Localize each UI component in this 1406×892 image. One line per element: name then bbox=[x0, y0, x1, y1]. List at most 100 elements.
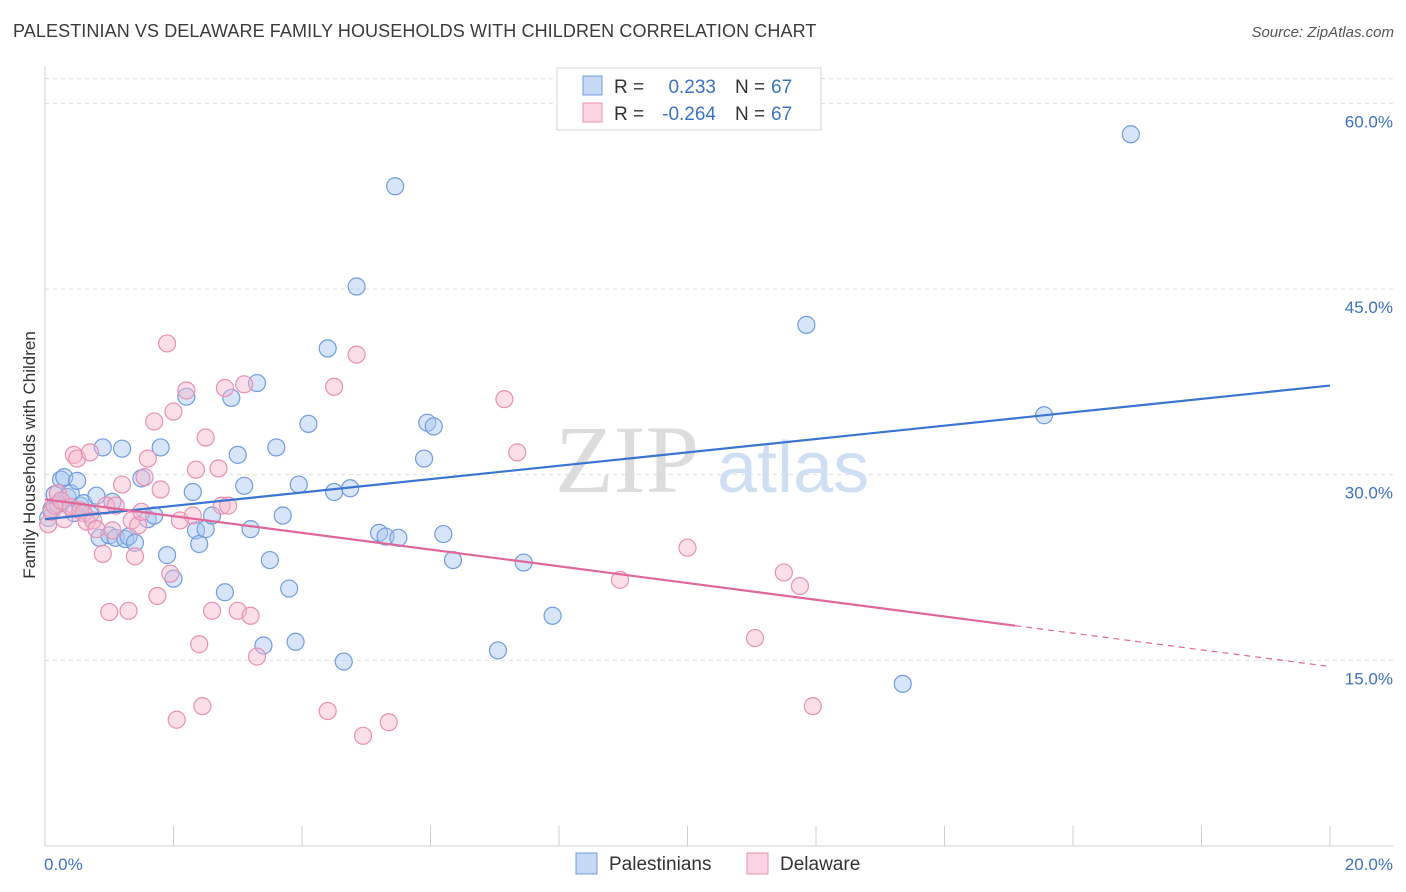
watermark-atlas: atlas bbox=[717, 428, 869, 508]
data-point bbox=[386, 177, 405, 196]
data-point bbox=[177, 387, 196, 406]
data-point bbox=[280, 579, 299, 598]
data-point bbox=[803, 697, 822, 716]
data-point bbox=[325, 482, 344, 502]
data-point bbox=[87, 520, 106, 539]
data-point bbox=[745, 628, 765, 648]
bottom-legend: Palestinians Delaware bbox=[575, 852, 860, 875]
y-tick-label: 30.0% bbox=[1345, 484, 1393, 503]
data-point bbox=[138, 449, 157, 468]
data-point bbox=[164, 569, 183, 588]
data-point bbox=[334, 652, 353, 671]
data-point bbox=[145, 412, 164, 431]
data-point bbox=[112, 439, 132, 458]
data-point bbox=[424, 417, 443, 436]
data-point bbox=[353, 726, 373, 745]
data-point bbox=[103, 521, 122, 540]
data-point bbox=[222, 388, 241, 408]
data-point bbox=[87, 486, 106, 505]
data-point bbox=[318, 339, 337, 358]
data-point bbox=[68, 471, 87, 490]
data-point bbox=[299, 414, 318, 434]
y-tick-label: 45.0% bbox=[1345, 298, 1393, 317]
data-point bbox=[241, 606, 260, 625]
data-point bbox=[209, 459, 228, 478]
data-point bbox=[164, 402, 183, 421]
data-point bbox=[177, 381, 196, 400]
data-point bbox=[247, 373, 267, 393]
data-point bbox=[135, 468, 154, 487]
series-palestinians-points bbox=[39, 125, 1140, 693]
data-point bbox=[51, 470, 71, 489]
stats-n-value-2: 67 bbox=[771, 104, 792, 125]
x-tick-label-max: 20.0% bbox=[1345, 855, 1393, 874]
data-point bbox=[151, 480, 170, 499]
data-point bbox=[488, 641, 508, 660]
data-point bbox=[247, 647, 267, 666]
stats-n-label-1: N = bbox=[735, 77, 765, 98]
data-point bbox=[161, 564, 180, 583]
data-point bbox=[186, 521, 206, 540]
data-point bbox=[215, 583, 234, 602]
y-axis-title: Family Households with Children bbox=[20, 331, 39, 579]
stats-legend-swatch-blue bbox=[582, 75, 603, 96]
data-point bbox=[414, 449, 434, 468]
stats-r-label-1: R = bbox=[614, 77, 644, 98]
data-point bbox=[151, 438, 170, 457]
data-point bbox=[100, 602, 119, 622]
trend-lines bbox=[44, 384, 1331, 668]
data-point bbox=[183, 482, 202, 502]
data-point bbox=[289, 475, 308, 494]
data-point bbox=[77, 512, 96, 531]
data-point bbox=[157, 546, 177, 565]
data-point bbox=[129, 516, 148, 535]
data-point bbox=[196, 428, 215, 447]
data-point bbox=[116, 529, 135, 549]
stats-n-value-1: 67 bbox=[771, 77, 792, 98]
data-point bbox=[125, 547, 145, 566]
legend-swatch-palestinians bbox=[575, 852, 598, 875]
y-tick-label: 60.0% bbox=[1345, 112, 1393, 131]
legend-swatch-delaware bbox=[746, 852, 769, 875]
data-point bbox=[376, 527, 395, 546]
stats-r-label-2: R = bbox=[614, 104, 644, 125]
axes bbox=[44, 66, 1393, 847]
data-point bbox=[347, 277, 366, 296]
data-point bbox=[112, 475, 132, 494]
data-point bbox=[254, 636, 273, 655]
stats-r-value-1: 0.233 bbox=[668, 77, 716, 98]
data-point bbox=[125, 533, 145, 552]
data-point bbox=[347, 345, 366, 364]
data-point bbox=[190, 635, 209, 654]
data-point bbox=[543, 606, 562, 625]
x-ticks bbox=[44, 826, 1331, 846]
data-point bbox=[186, 460, 206, 479]
x-tick-label-min: 0.0% bbox=[44, 855, 83, 874]
stats-r-value-2: -0.264 bbox=[662, 104, 716, 125]
data-point bbox=[228, 445, 247, 464]
data-point bbox=[286, 632, 305, 651]
data-point bbox=[325, 377, 344, 396]
data-point bbox=[241, 520, 260, 539]
data-point bbox=[318, 701, 337, 721]
data-point bbox=[183, 506, 202, 525]
data-point bbox=[260, 550, 279, 570]
data-point bbox=[148, 586, 167, 606]
data-point bbox=[215, 378, 234, 398]
data-point bbox=[267, 438, 286, 457]
trend-line-delaware bbox=[44, 498, 1016, 627]
data-point bbox=[93, 544, 112, 563]
data-point bbox=[495, 390, 514, 409]
data-point bbox=[235, 476, 254, 495]
data-point bbox=[678, 538, 697, 557]
trend-line-delaware-extension bbox=[1015, 625, 1331, 668]
data-point bbox=[893, 674, 912, 693]
legend-label-delaware: Delaware bbox=[780, 854, 860, 875]
data-point bbox=[774, 563, 793, 582]
legend-label-palestinians: Palestinians bbox=[609, 854, 711, 875]
y-tick-label: 15.0% bbox=[1345, 669, 1393, 688]
watermark: ZIP atlas bbox=[555, 406, 869, 513]
data-point bbox=[273, 506, 292, 525]
data-point bbox=[193, 697, 212, 716]
